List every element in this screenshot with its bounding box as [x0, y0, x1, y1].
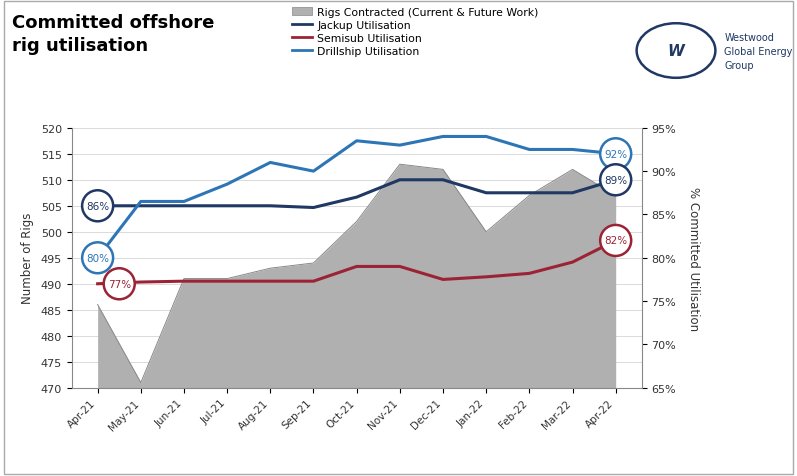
- Text: 89%: 89%: [604, 176, 627, 185]
- Legend: Rigs Contracted (Current & Future Work), Jackup Utilisation, Semisub Utilisation: Rigs Contracted (Current & Future Work),…: [292, 8, 539, 57]
- Text: 92%: 92%: [604, 149, 627, 159]
- Text: W: W: [668, 44, 685, 59]
- Text: 86%: 86%: [86, 201, 109, 211]
- Text: 82%: 82%: [604, 236, 627, 246]
- Text: 77%: 77%: [108, 279, 131, 289]
- Text: 80%: 80%: [86, 253, 109, 263]
- Y-axis label: Number of Rigs: Number of Rigs: [21, 213, 33, 304]
- Text: Westwood
Global Energy
Group: Westwood Global Energy Group: [724, 32, 793, 70]
- Y-axis label: % Committed Utilisation: % Committed Utilisation: [687, 186, 701, 330]
- Text: Committed offshore
rig utilisation: Committed offshore rig utilisation: [12, 14, 214, 54]
